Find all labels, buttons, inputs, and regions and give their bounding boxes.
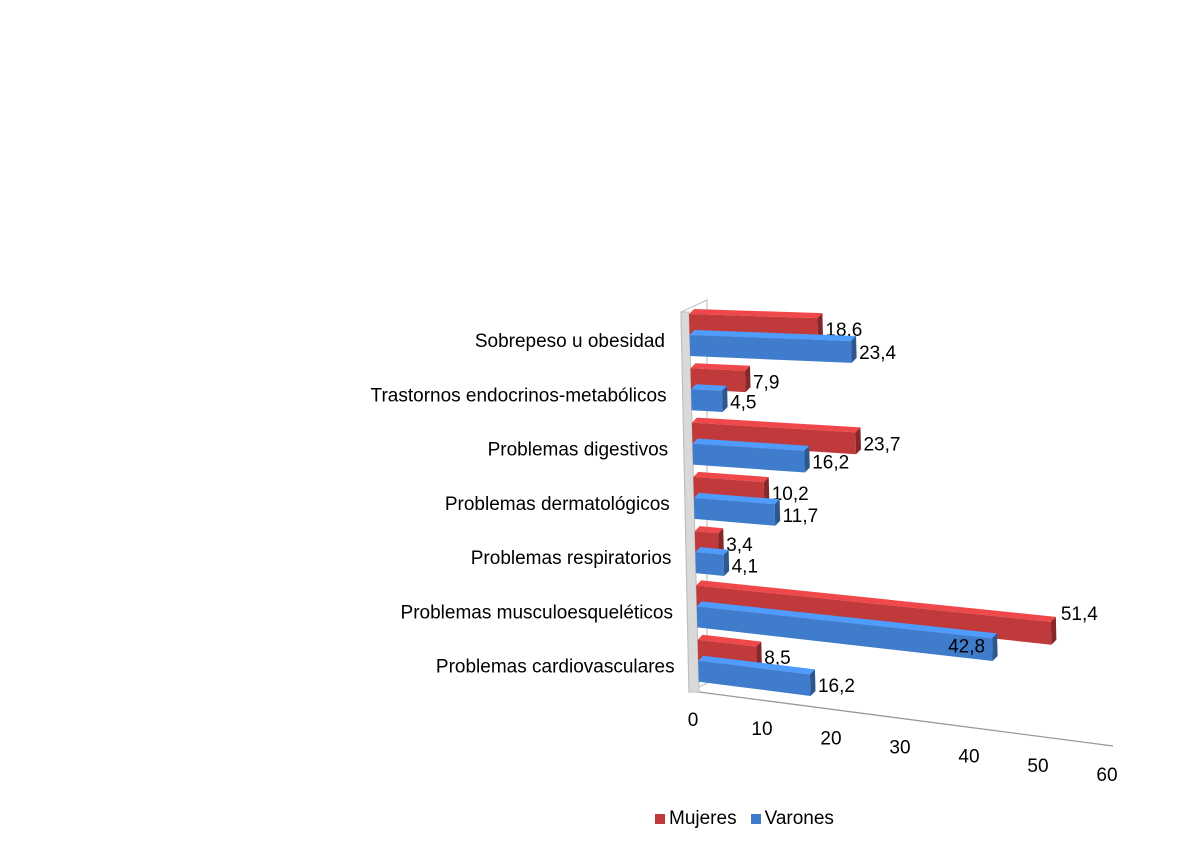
bar-end xyxy=(718,528,724,555)
x-tick-label: 50 xyxy=(1027,756,1048,777)
bar-top xyxy=(693,471,769,483)
bar xyxy=(691,389,723,413)
bar-top xyxy=(697,634,762,647)
bar xyxy=(696,606,993,661)
data-label: 8,5 xyxy=(764,648,790,669)
category-label: Problemas cardiovasculares xyxy=(436,657,675,678)
bar-top xyxy=(696,580,1056,622)
data-label: 11,7 xyxy=(783,506,819,527)
category-label: Problemas digestivos xyxy=(488,440,669,461)
data-label: 16,2 xyxy=(818,676,855,697)
legend-label-mujeres: Mujeres xyxy=(669,808,737,829)
bar xyxy=(689,335,852,363)
bar-top xyxy=(691,417,861,433)
data-label: 4,5 xyxy=(730,392,756,413)
category-label: Sobrepeso u obesidad xyxy=(475,331,665,352)
x-tick-label: 0 xyxy=(688,710,699,731)
category-label: Problemas respiratorios xyxy=(471,548,672,569)
bar-end xyxy=(756,641,762,668)
legend-swatch-mujeres xyxy=(655,814,665,824)
legend: Mujeres Varones xyxy=(655,808,834,830)
legend-item-varones: Varones xyxy=(750,808,834,830)
bar-top xyxy=(689,330,857,342)
x-tick-label: 30 xyxy=(889,738,910,759)
bar-end xyxy=(763,477,770,504)
category-label: Trastornos endocrinos-metabólicos xyxy=(371,385,667,406)
data-label: 23,4 xyxy=(859,343,896,364)
bar xyxy=(698,660,811,696)
data-label: 7,9 xyxy=(753,372,779,393)
data-label: 3,4 xyxy=(726,535,753,556)
bar-end xyxy=(1050,616,1057,645)
x-axis-line xyxy=(698,691,1114,747)
bar-end xyxy=(855,427,861,455)
bar-top xyxy=(696,601,998,639)
bar-top xyxy=(690,363,750,371)
bar xyxy=(691,422,856,455)
bar xyxy=(695,552,725,576)
category-label: Problemas dermatológicos xyxy=(445,494,670,515)
legend-label-varones: Varones xyxy=(764,808,834,829)
bar-end xyxy=(817,313,823,340)
bar-top xyxy=(689,309,823,319)
bar-top xyxy=(695,547,729,555)
bar-end xyxy=(774,499,781,526)
data-label: 16,2 xyxy=(812,453,849,474)
category-label: Problemas musculoesqueléticos xyxy=(401,602,673,623)
data-label: 4,1 xyxy=(732,556,758,577)
bar-top xyxy=(691,384,728,391)
bar xyxy=(692,443,805,473)
data-label: 51,4 xyxy=(1061,604,1098,625)
x-tick-label: 40 xyxy=(958,747,979,768)
bar-end xyxy=(809,669,816,696)
data-label: 42,8 xyxy=(948,637,985,658)
x-tick-label: 60 xyxy=(1096,765,1117,786)
bar-end xyxy=(744,365,751,393)
bar xyxy=(693,497,776,526)
data-label: 10,2 xyxy=(772,484,809,505)
data-label: 23,7 xyxy=(863,434,900,455)
bar-top xyxy=(692,438,810,451)
bar-end xyxy=(992,633,998,661)
bar-top xyxy=(694,526,724,534)
legend-item-mujeres: Mujeres xyxy=(655,808,737,830)
bar-end xyxy=(722,385,728,413)
bar-top xyxy=(698,655,815,675)
x-tick-label: 10 xyxy=(751,719,772,740)
bar-end xyxy=(851,336,857,363)
bar-end xyxy=(804,445,810,473)
bar-top xyxy=(693,492,780,505)
x-tick-label: 20 xyxy=(820,728,841,749)
legend-swatch-varones xyxy=(750,814,761,824)
bar-end xyxy=(723,549,730,576)
